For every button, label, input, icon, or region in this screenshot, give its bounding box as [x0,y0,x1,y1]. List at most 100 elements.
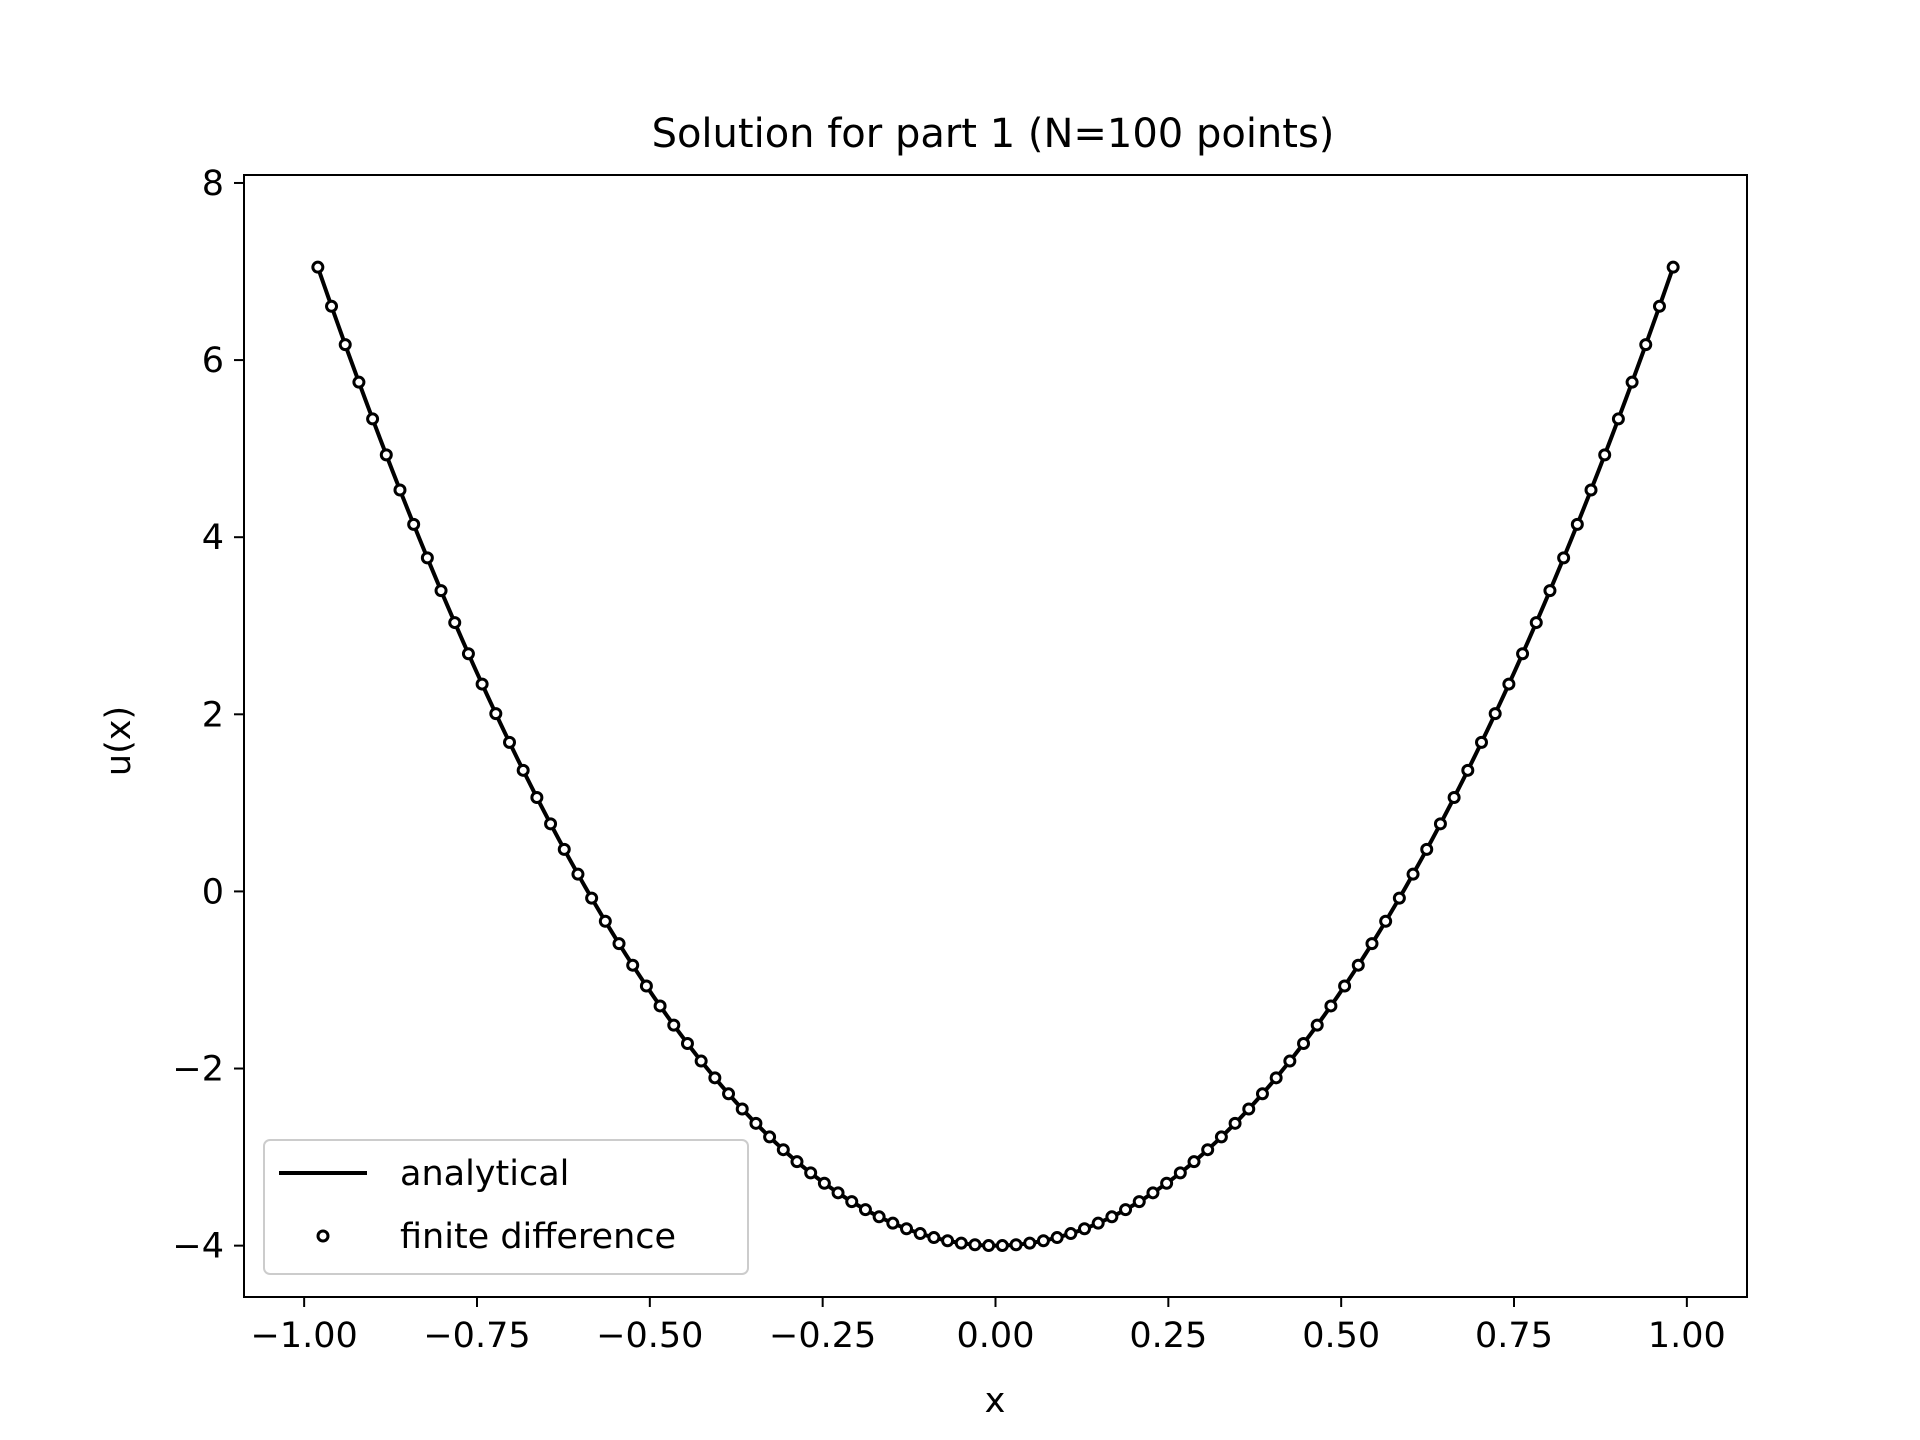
data-point-finite-difference [475,677,489,691]
data-point-finite-difference [1091,1216,1105,1230]
plot-area [311,260,1680,1253]
data-point-finite-difference [420,551,434,565]
data-point-finite-difference [503,735,516,749]
legend-marker-swatch [316,1229,330,1243]
data-point-finite-difference [1146,1186,1160,1200]
data-point-finite-difference [1187,1155,1201,1169]
data-point-finite-difference [749,1116,763,1130]
data-point-finite-difference [1255,1087,1269,1101]
data-point-finite-difference [1228,1116,1242,1130]
data-point-finite-difference [995,1239,1009,1253]
data-point-finite-difference [763,1130,777,1144]
data-point-finite-difference [1338,979,1352,993]
data-point-finite-difference [1529,616,1543,630]
x-tick-label: −0.75 [423,1316,530,1356]
data-point-finite-difference [461,647,475,661]
data-point-finite-difference [1433,817,1447,831]
chart-title: Solution for part 1 (N=100 points) [652,111,1335,157]
data-point-finite-difference [571,867,585,881]
data-point-finite-difference [557,842,571,856]
x-axis-ticks: −1.00 −0.75 −0.50 −0.25 0.00 0.25 0.50 0.75 1.00 [251,1297,1726,1356]
data-point-finite-difference [338,338,352,352]
data-point-finite-difference [311,260,325,274]
y-tick-label: −4 [172,1227,224,1267]
data-point-finite-difference [900,1222,914,1236]
data-point-finite-difference [1598,448,1612,462]
data-point-finite-difference [1516,647,1530,661]
x-tick-label: −1.00 [251,1316,358,1356]
y-tick-label: 8 [202,164,224,204]
data-point-finite-difference [954,1236,968,1250]
data-point-finite-difference [585,891,599,905]
x-tick-label: −0.25 [769,1316,876,1356]
y-tick-label: 4 [202,518,224,558]
data-point-finite-difference [1557,551,1571,565]
plot-frame [243,174,1748,1298]
y-tick-label: −2 [172,1050,224,1090]
legend-box [263,1139,749,1275]
data-point-finite-difference [1461,763,1475,777]
x-tick-label: 0.75 [1475,1316,1553,1356]
x-tick-label: −0.50 [596,1316,703,1356]
y-tick-label: 0 [202,872,224,912]
data-point-finite-difference [1666,260,1680,274]
data-point-finite-difference [858,1203,872,1217]
data-point-finite-difference [1447,790,1461,804]
x-tick-label: 0.50 [1302,1316,1380,1356]
data-point-finite-difference [1611,412,1625,426]
data-point-finite-difference [886,1216,900,1230]
data-point-finite-difference [1160,1176,1174,1190]
data-point-finite-difference [325,299,339,313]
x-axis-label: x [985,1381,1006,1421]
x-tick-label: 0.25 [1129,1316,1207,1356]
data-point-finite-difference [968,1238,982,1252]
series-line-analytical [315,266,1676,1248]
data-point-finite-difference [1214,1130,1228,1144]
data-point-finite-difference [366,412,380,426]
data-point-finite-difference [776,1143,790,1157]
legend-label-analytical: analytical [400,1154,569,1194]
data-point-finite-difference [407,517,421,531]
data-point-finite-difference [1351,958,1365,972]
data-point-finite-difference [448,616,462,630]
data-point-finite-difference [1119,1203,1133,1217]
legend-label-finite-difference: finite difference [400,1217,676,1257]
data-point-finite-difference [1173,1166,1187,1180]
x-tick-label: 0.00 [957,1316,1035,1356]
data-point-finite-difference [434,584,448,598]
data-point-finite-difference [1625,375,1639,389]
data-point-finite-difference [1392,891,1406,905]
data-point-finite-difference [1475,735,1488,749]
data-point-finite-difference [927,1231,941,1245]
data-point-finite-difference [1652,299,1666,313]
data-point-finite-difference [680,1036,694,1050]
data-point-finite-difference [913,1227,927,1241]
data-point-finite-difference [872,1210,886,1224]
data-point-finite-difference [1365,937,1379,951]
data-point-finite-difference [1570,517,1584,531]
data-point-finite-difference [1297,1036,1311,1050]
data-point-finite-difference [845,1195,859,1209]
legend: analytical finite difference [263,1139,749,1275]
data-point-finite-difference [379,448,393,462]
data-point-finite-difference [722,1087,736,1101]
data-point-finite-difference [393,483,407,497]
data-point-finite-difference [1064,1227,1078,1241]
data-point-finite-difference [544,817,558,831]
data-point-finite-difference [1420,842,1434,856]
data-point-finite-difference [817,1176,831,1190]
data-point-finite-difference [1488,707,1502,721]
x-tick-label: 1.00 [1648,1316,1726,1356]
data-point-finite-difference [804,1166,818,1180]
data-point-finite-difference [790,1155,804,1169]
data-point-finite-difference [612,937,626,951]
y-axis-label: u(x) [99,706,139,776]
data-point-finite-difference [516,763,530,777]
data-point-finite-difference [653,999,667,1013]
data-point-finite-difference [1036,1234,1050,1248]
data-point-finite-difference [1023,1236,1037,1250]
data-point-finite-difference [1406,867,1420,881]
data-point-finite-difference [694,1054,708,1068]
data-point-finite-difference [1379,914,1393,928]
